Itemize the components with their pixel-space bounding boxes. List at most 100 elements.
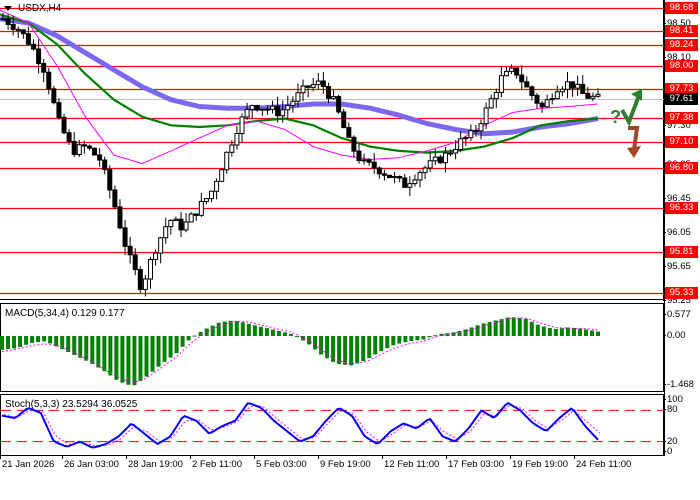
candlestick[interactable] (371, 153, 377, 174)
candlestick[interactable] (71, 131, 77, 157)
candlestick[interactable] (498, 66, 504, 98)
price-axis[interactable]: 98.5098.1097.3096.8596.4596.0595.6595.25… (662, 0, 700, 500)
candlestick[interactable] (66, 129, 72, 146)
candlestick[interactable] (56, 98, 62, 120)
candlestick[interactable] (117, 199, 123, 230)
candlestick[interactable] (173, 216, 179, 221)
candlestick[interactable] (392, 171, 398, 184)
candlestick[interactable] (437, 154, 443, 165)
candlestick[interactable] (25, 26, 31, 46)
candlestick[interactable] (275, 96, 281, 123)
candlestick[interactable] (51, 85, 57, 105)
candlestick[interactable] (407, 176, 413, 197)
candlestick[interactable] (244, 102, 250, 120)
candlestick[interactable] (453, 140, 459, 160)
candlestick[interactable] (249, 104, 255, 119)
candlestick[interactable] (122, 220, 128, 256)
candlestick[interactable] (310, 77, 316, 92)
candlestick[interactable] (81, 140, 87, 154)
dropdown-triangle-icon[interactable] (4, 5, 12, 11)
candlestick[interactable] (559, 86, 565, 97)
candlestick[interactable] (137, 266, 143, 294)
candlestick[interactable] (20, 29, 26, 39)
candlestick[interactable] (564, 71, 570, 99)
candlestick[interactable] (193, 213, 199, 221)
candlestick[interactable] (112, 185, 118, 210)
candlestick[interactable] (0, 13, 6, 21)
candlestick[interactable] (575, 75, 581, 96)
candlestick[interactable] (163, 217, 169, 244)
candlestick[interactable] (5, 14, 11, 30)
candlestick[interactable] (41, 59, 47, 83)
candlestick[interactable] (285, 95, 291, 119)
candlestick[interactable] (239, 113, 245, 144)
stochastic-pane[interactable]: Stoch(5,3,3) 23.5294 36.0525 (0, 394, 665, 456)
candlestick[interactable] (376, 166, 382, 179)
candlestick[interactable] (554, 85, 560, 100)
candlestick[interactable] (417, 170, 423, 188)
candlestick[interactable] (147, 256, 153, 289)
candlestick[interactable] (290, 96, 296, 113)
candlestick[interactable] (168, 219, 174, 235)
candlestick[interactable] (529, 85, 535, 101)
candlestick[interactable] (534, 92, 540, 109)
candlestick[interactable] (92, 147, 98, 156)
candlestick[interactable] (127, 236, 133, 264)
candlestick[interactable] (478, 119, 484, 140)
price-chart-pane[interactable]: ? USDX,H4 (0, 0, 664, 300)
candlestick[interactable] (31, 39, 37, 51)
candlestick[interactable] (422, 165, 428, 180)
candlestick[interactable] (229, 140, 235, 157)
candlestick[interactable] (264, 105, 270, 115)
candlestick[interactable] (366, 158, 372, 166)
candlestick[interactable] (356, 143, 362, 164)
candlestick[interactable] (158, 236, 164, 264)
candlestick[interactable] (132, 248, 138, 276)
candlestick[interactable] (61, 113, 67, 135)
candlestick[interactable] (320, 71, 326, 94)
candlestick[interactable] (305, 85, 311, 98)
time-axis[interactable]: 21 Jan 2026 26 Jan 03:00 28 Jan 19:00 2 Feb… (0, 455, 664, 500)
candlestick[interactable] (188, 212, 194, 223)
candlestick[interactable] (209, 190, 215, 203)
candlestick[interactable] (514, 67, 520, 79)
candlestick[interactable] (442, 147, 448, 173)
candlestick[interactable] (585, 87, 591, 99)
candlestick[interactable] (595, 88, 601, 98)
candlestick[interactable] (142, 274, 148, 297)
candlestick[interactable] (381, 169, 387, 181)
candlestick[interactable] (524, 76, 530, 88)
macd-pane[interactable]: MACD(5,34,4) 0.129 0.177 (0, 303, 664, 392)
candlestick[interactable] (214, 178, 220, 200)
candlestick[interactable] (397, 175, 403, 183)
candlestick[interactable] (341, 108, 347, 129)
candlestick[interactable] (386, 174, 392, 179)
candlestick[interactable] (488, 94, 494, 109)
candlestick[interactable] (458, 131, 464, 153)
candlestick[interactable] (300, 79, 306, 102)
candlestick[interactable] (549, 93, 555, 105)
candlestick[interactable] (570, 81, 576, 97)
candlestick[interactable] (183, 213, 189, 233)
candlestick[interactable] (509, 64, 515, 74)
candlestick[interactable] (10, 15, 16, 36)
price-chart-canvas[interactable]: ? (0, 0, 664, 300)
candlestick[interactable] (270, 100, 276, 114)
candlestick[interactable] (224, 151, 230, 174)
candlestick[interactable] (86, 144, 92, 151)
candlestick[interactable] (427, 151, 433, 172)
candlestick[interactable] (463, 136, 469, 146)
candlestick[interactable] (97, 148, 103, 167)
candlestick[interactable] (412, 174, 418, 187)
candlestick[interactable] (295, 83, 301, 107)
candlestick[interactable] (76, 139, 82, 157)
candlestick[interactable] (259, 108, 265, 116)
candlestick[interactable] (468, 124, 474, 142)
candlestick[interactable] (331, 89, 337, 100)
candlestick[interactable] (219, 168, 225, 182)
candlestick[interactable] (361, 153, 367, 165)
candlestick[interactable] (473, 124, 479, 137)
candlestick[interactable] (351, 135, 357, 158)
candlestick[interactable] (102, 156, 108, 175)
candlestick[interactable] (254, 104, 260, 112)
